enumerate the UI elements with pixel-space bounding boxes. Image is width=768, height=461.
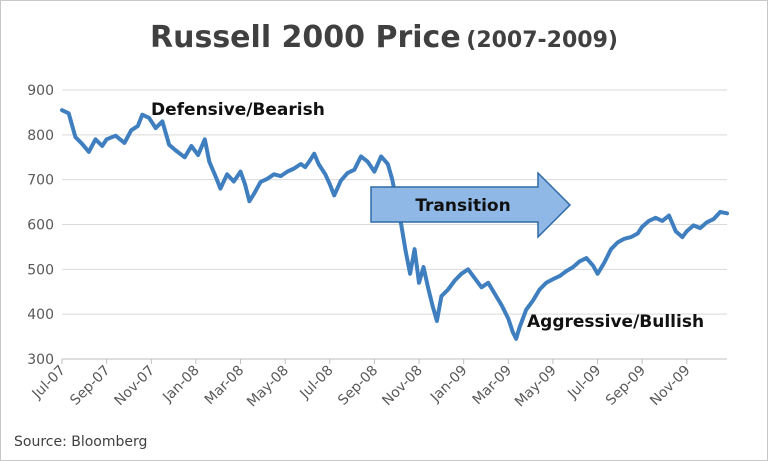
x-tick-label: Sep-07 [67,363,113,409]
x-tick-label: Mar-08 [202,363,248,409]
y-tick-label: 700 [27,173,54,189]
x-tick-label: Jul-09 [564,363,604,403]
y-tick-label: 300 [27,352,54,368]
y-tick-label: 600 [27,218,54,234]
x-tick-label: Sep-09 [603,363,649,409]
chart-title-sub: (2007-2009) [466,28,618,53]
y-tick-label: 500 [27,262,54,278]
chart-title-main: Russell 2000 Price [150,20,461,55]
x-tick-label: Jul-07 [29,363,69,403]
annotation-aggressive-bullish: Aggressive/Bullish [527,312,704,332]
y-tick-label: 800 [27,128,54,144]
x-tick-label: Jul-08 [296,363,336,403]
x-tick-label: Nov-09 [647,363,694,410]
x-tick-label: Nov-08 [379,363,426,410]
y-tick-label: 900 [27,83,54,99]
x-tick-label: May-08 [244,363,292,411]
x-tick-label: Jan-09 [427,363,470,406]
y-axis-ticks: 900 800 700 600 500 400 300 [27,83,54,368]
source-note: Source: Bloomberg [14,434,148,450]
x-tick-label: Mar-09 [470,363,516,409]
x-tick-label: May-09 [512,363,560,411]
annotation-transition: Transition [415,196,510,216]
y-tick-label: 400 [27,307,54,323]
x-tick-label: Nov-07 [112,363,159,410]
x-tick-label: Jan-08 [159,363,202,406]
gridlines [62,89,727,315]
x-tick-label: Sep-08 [335,363,381,409]
transition-arrow-shape [370,171,572,239]
chart-title: Russell 2000 Price (2007-2009) [0,20,768,55]
transition-arrow: Transition [370,171,572,239]
annotation-defensive-bearish: Defensive/Bearish [151,100,325,120]
